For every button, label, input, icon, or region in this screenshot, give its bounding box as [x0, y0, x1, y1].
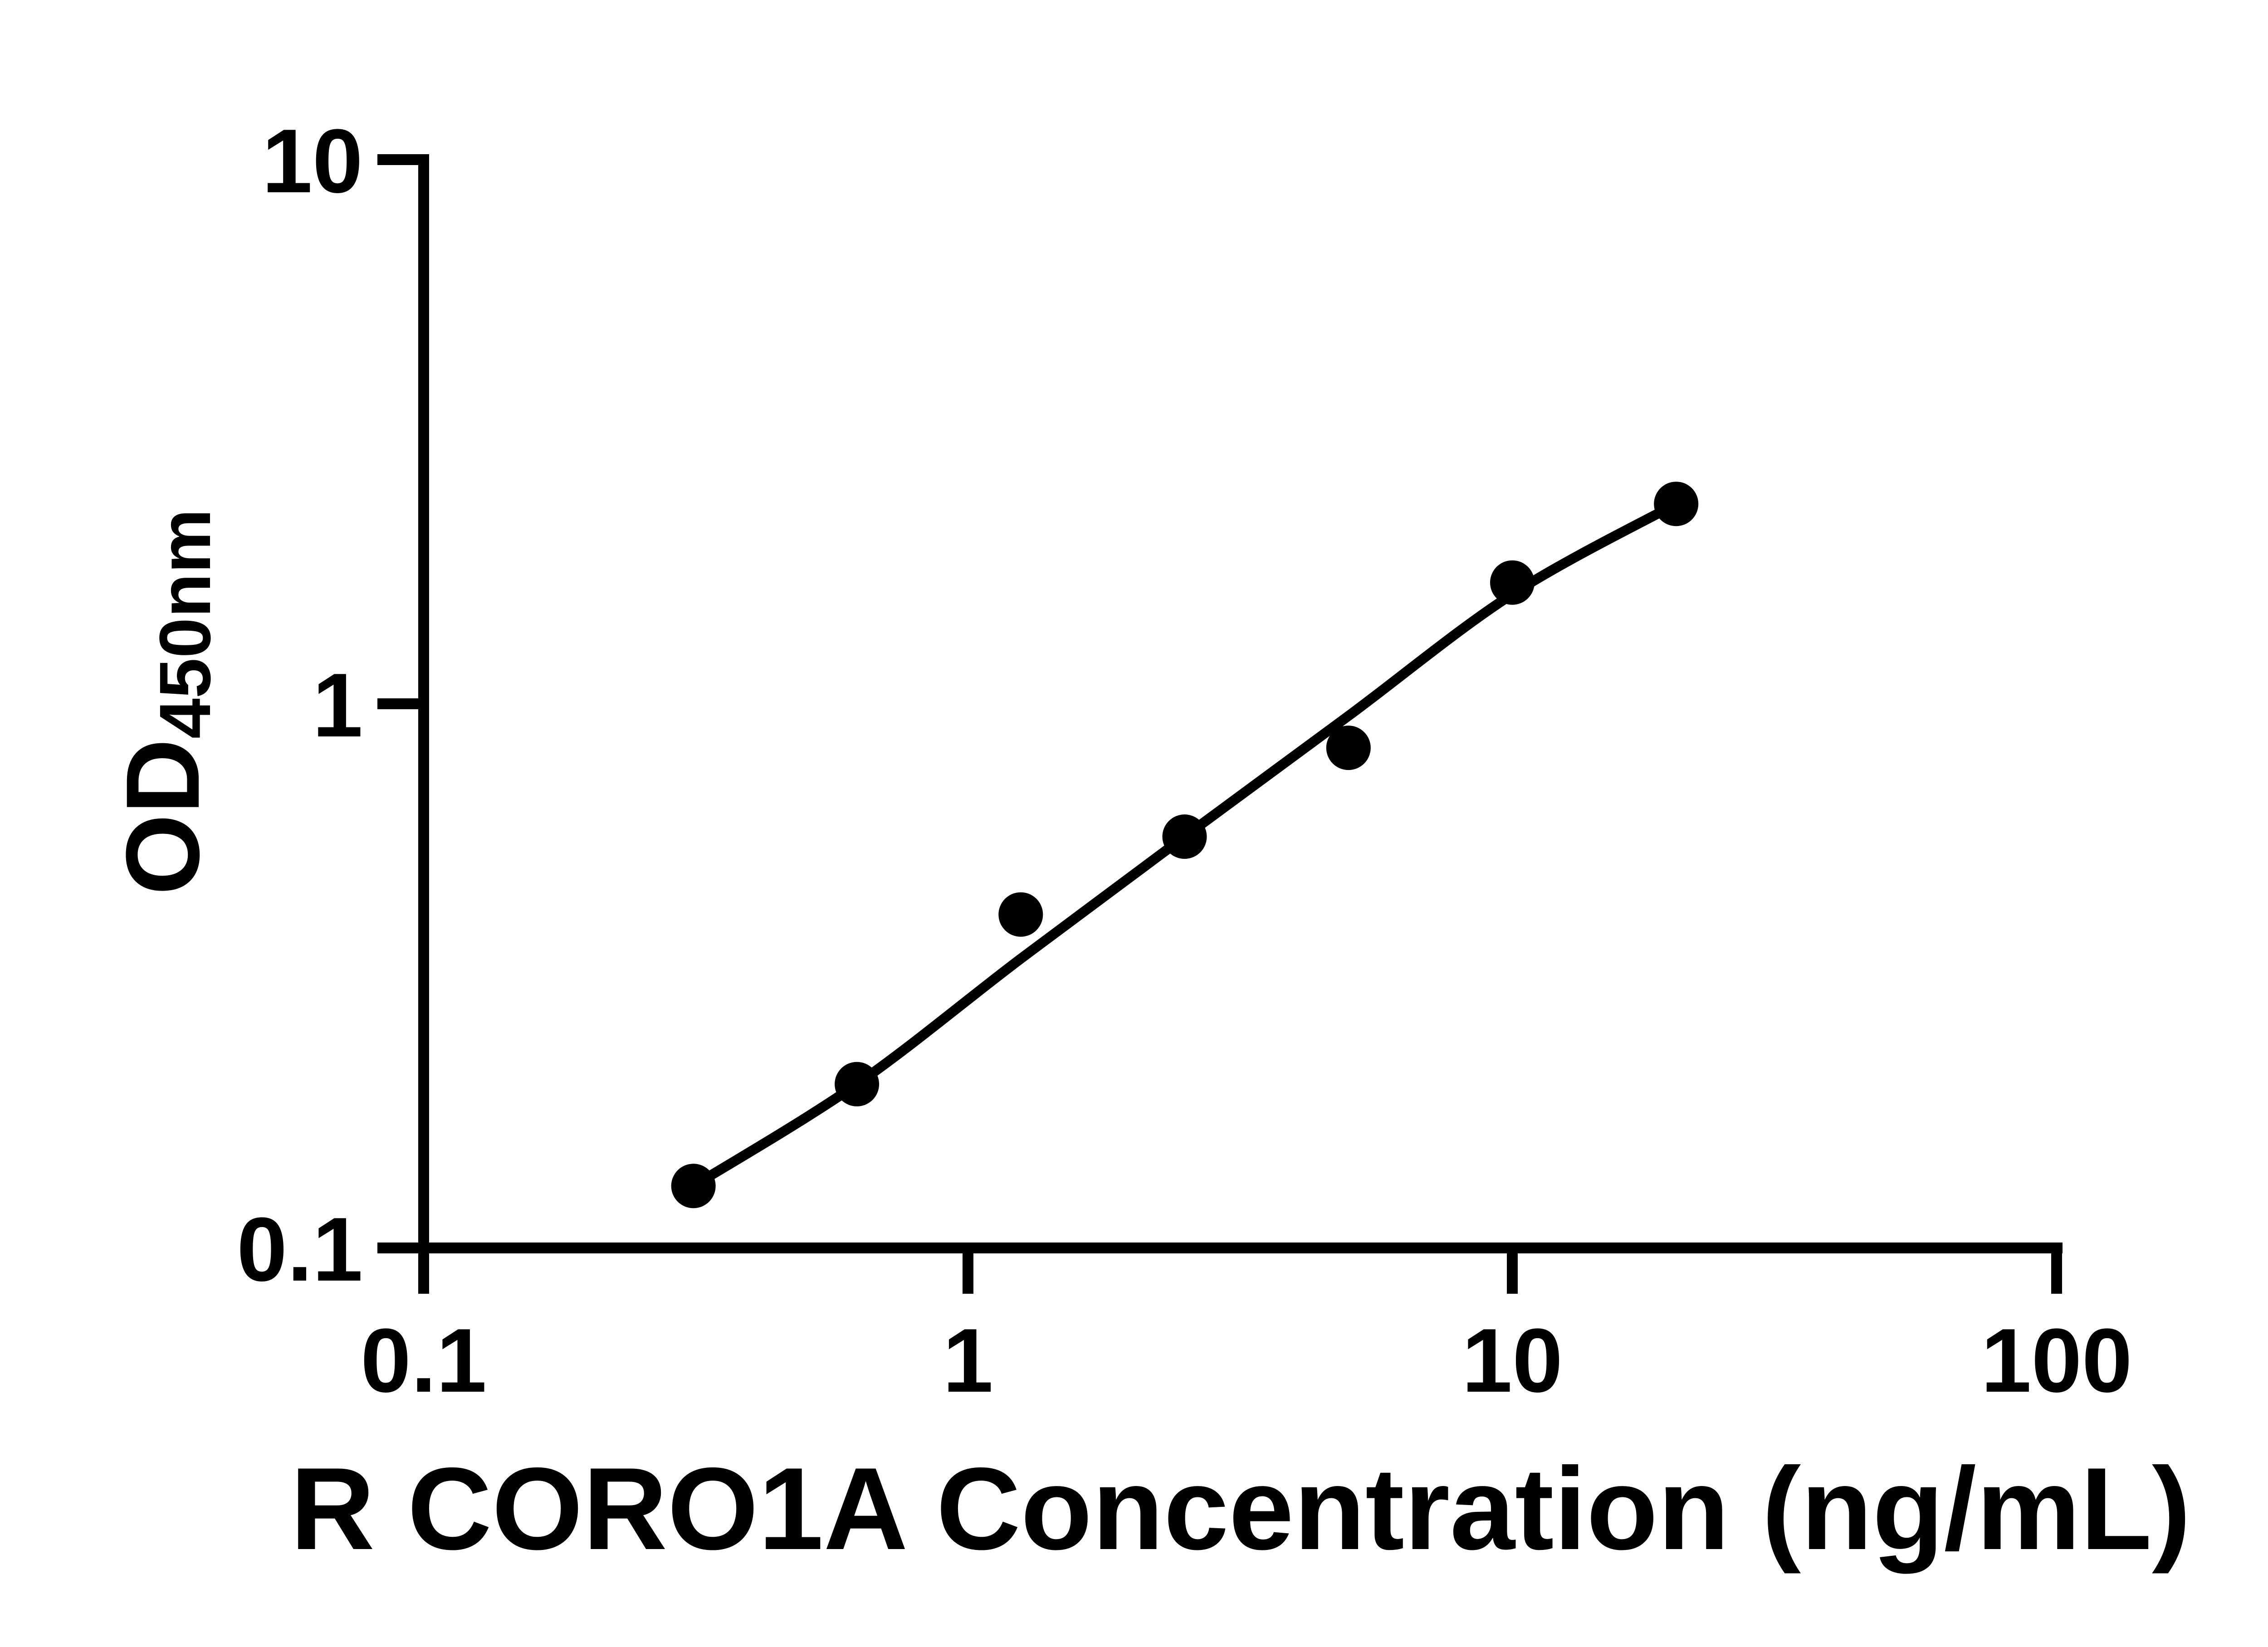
tick-label-layer: 0.1 1 10 100 0.1 1 10 — [237, 111, 2132, 1411]
x-tick-label: 10 — [1462, 1310, 1563, 1411]
y-tick-label: 10 — [262, 111, 363, 212]
y-tick-label: 0.1 — [237, 1199, 363, 1300]
data-point — [1654, 482, 1699, 526]
x-axis-title: R CORO1A Concentration (ng/mL) — [290, 1443, 2191, 1574]
y-axis-title: OD450nm — [104, 509, 225, 895]
standard-curve-chart: 0.1 1 10 100 0.1 1 10 OD450nm R CORO1A Concent… — [18, 7, 2268, 1640]
axes-layer — [377, 154, 2063, 1294]
data-layer — [671, 482, 1699, 1208]
x-tick-label: 0.1 — [361, 1310, 487, 1411]
y-tick-label: 1 — [313, 655, 363, 756]
x-tick-label: 1 — [943, 1310, 993, 1411]
chart-svg: 0.1 1 10 100 0.1 1 10 OD450nm R CORO1A Concent… — [104, 111, 2191, 1574]
data-point — [998, 892, 1043, 937]
data-point — [1490, 560, 1535, 605]
y-axis-title-main: OD — [104, 739, 221, 895]
x-tick-label: 100 — [1981, 1310, 2132, 1411]
data-point — [835, 1062, 880, 1106]
data-point — [671, 1164, 716, 1208]
y-axis-title-sub: 450nm — [144, 509, 225, 739]
data-point — [1326, 726, 1371, 770]
data-point — [1162, 814, 1207, 859]
